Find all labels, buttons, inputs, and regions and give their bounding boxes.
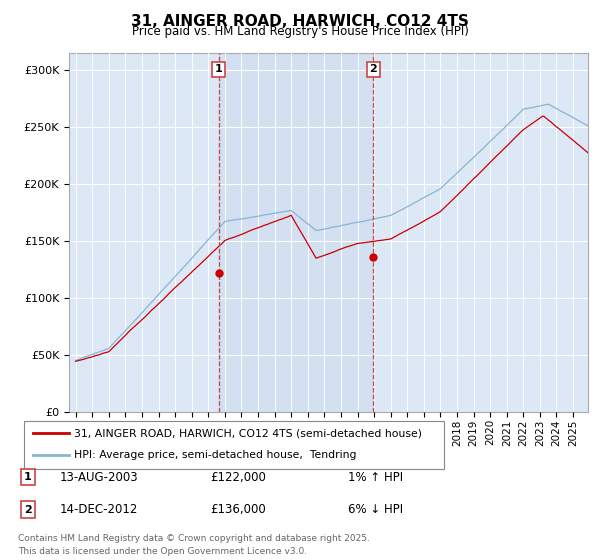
Text: Contains HM Land Registry data © Crown copyright and database right 2025.: Contains HM Land Registry data © Crown c… <box>18 534 370 543</box>
Text: 13-AUG-2003: 13-AUG-2003 <box>60 470 139 484</box>
Text: 1: 1 <box>24 472 32 482</box>
Text: 2: 2 <box>370 64 377 74</box>
Text: Price paid vs. HM Land Registry's House Price Index (HPI): Price paid vs. HM Land Registry's House … <box>131 25 469 38</box>
Text: 31, AINGER ROAD, HARWICH, CO12 4TS (semi-detached house): 31, AINGER ROAD, HARWICH, CO12 4TS (semi… <box>74 428 422 438</box>
Text: £136,000: £136,000 <box>210 503 266 516</box>
Bar <box>218 53 373 412</box>
Text: £122,000: £122,000 <box>210 470 266 484</box>
Text: 1: 1 <box>215 64 223 74</box>
Text: This data is licensed under the Open Government Licence v3.0.: This data is licensed under the Open Gov… <box>18 547 307 556</box>
Text: 2: 2 <box>24 505 32 515</box>
Text: 1% ↑ HPI: 1% ↑ HPI <box>348 470 403 484</box>
Text: 31, AINGER ROAD, HARWICH, CO12 4TS: 31, AINGER ROAD, HARWICH, CO12 4TS <box>131 14 469 29</box>
Text: 6% ↓ HPI: 6% ↓ HPI <box>348 503 403 516</box>
Text: 14-DEC-2012: 14-DEC-2012 <box>60 503 139 516</box>
Text: HPI: Average price, semi-detached house,  Tendring: HPI: Average price, semi-detached house,… <box>74 450 356 460</box>
